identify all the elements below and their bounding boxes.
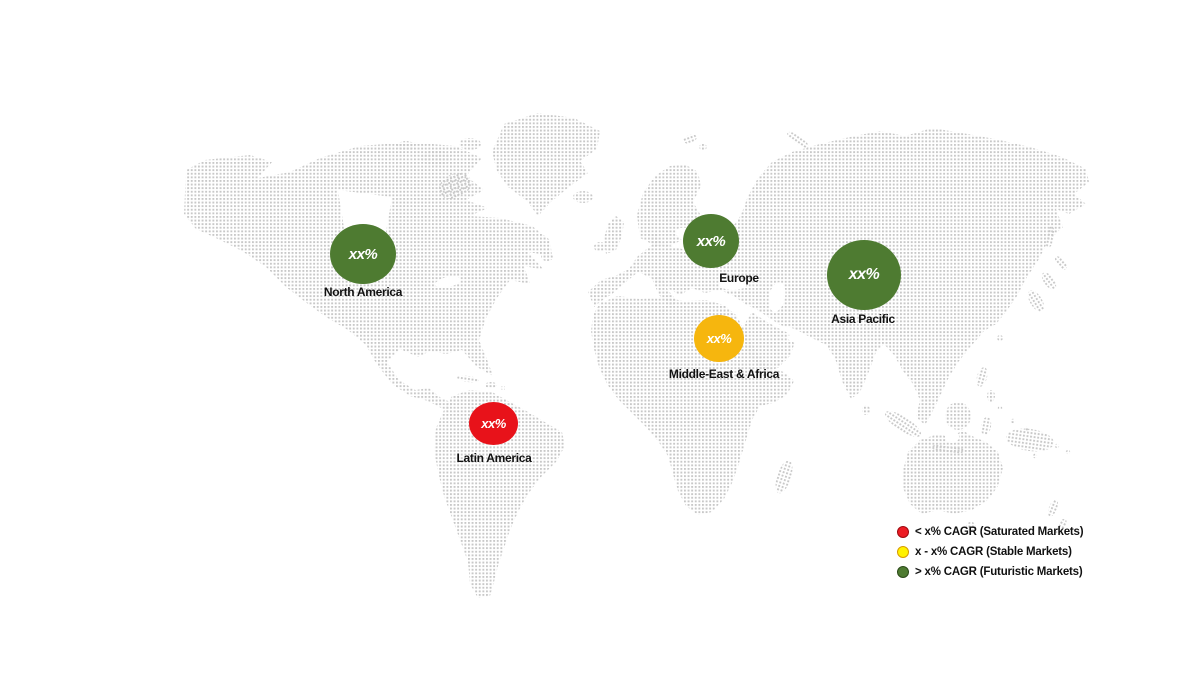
bubble-north-america: xx% [330,224,396,284]
legend-label-stable: x - x% CAGR (Stable Markets) [915,546,1072,558]
legend-label-futuristic: > x% CAGR (Futuristic Markets) [915,566,1083,578]
legend: < x% CAGR (Saturated Markets) x - x% CAG… [897,522,1084,582]
bubble-europe-value: xx% [696,232,726,250]
label-europe: Europe [719,271,759,285]
bubble-asia-pacific: xx% [827,240,901,310]
saturated-marker-icon [897,526,909,538]
futuristic-marker-icon [897,566,909,578]
bubble-europe: xx% [683,214,739,268]
label-asia-pacific: Asia Pacific [831,312,895,326]
bubble-middle-east-africa: xx% [694,315,744,362]
bubble-latin-america-value: xx% [481,416,506,431]
label-north-america: North America [323,285,403,299]
legend-item-saturated: < x% CAGR (Saturated Markets) [897,522,1084,542]
legend-item-stable: x - x% CAGR (Stable Markets) [897,542,1083,562]
stable-marker-icon [897,546,909,558]
legend-label-saturated: < x% CAGR (Saturated Markets) [915,526,1084,538]
bubble-north-america-value: xx% [348,245,378,263]
bubble-asia-pacific-value: xx% [848,266,880,283]
legend-item-futuristic: > x% CAGR (Futuristic Markets) [897,562,1083,582]
bubble-middle-east-africa-value: xx% [706,331,732,346]
label-middle-east-africa: Middle-East & Africa [668,367,780,381]
label-latin-america: Latin America [456,451,532,465]
bubble-latin-america: xx% [469,402,518,445]
